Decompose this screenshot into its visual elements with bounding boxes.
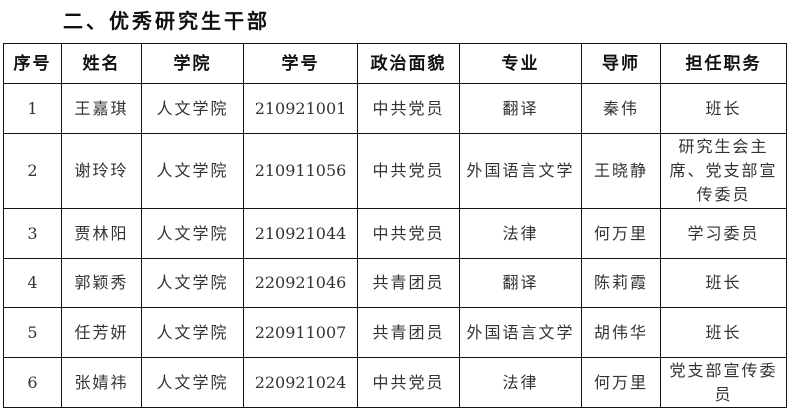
cell-college: 人文学院 — [141, 83, 244, 134]
cell-index: 6 — [3, 357, 62, 408]
cell-major: 外国语言文学 — [459, 307, 582, 358]
table-row: 5 任芳妍 人文学院 220911007 共青团员 外国语言文学 胡伟华 班长 — [3, 307, 787, 358]
cell-major: 法律 — [459, 357, 582, 408]
cell-index: 4 — [3, 258, 62, 308]
cell-name: 任芳妍 — [61, 307, 142, 358]
cell-political-status: 中共党员 — [357, 83, 460, 134]
cell-position: 班长 — [660, 258, 787, 308]
cadre-table: 序号 姓名 学院 学号 政治面貌 专业 导师 担任职务 1 王嘉琪 人文学院 210921001 中共… — [3, 43, 787, 408]
cell-name: 张婧祎 — [61, 357, 142, 408]
cell-college: 人文学院 — [141, 208, 244, 259]
cell-major: 翻译 — [459, 258, 582, 308]
cell-student-id: 220921024 — [243, 357, 358, 408]
header-index: 序号 — [3, 43, 62, 84]
cell-advisor: 何万里 — [581, 357, 661, 408]
section-title: 二、优秀研究生干部 — [63, 9, 270, 33]
cell-college: 人文学院 — [141, 133, 244, 209]
cell-student-id: 220911007 — [243, 307, 358, 358]
cell-index: 3 — [3, 208, 62, 259]
cell-college: 人文学院 — [141, 258, 244, 308]
cell-index: 2 — [3, 133, 62, 209]
header-college: 学院 — [141, 43, 244, 84]
cell-position: 研究生会主席、党支部宣传委员 — [660, 133, 787, 209]
cell-advisor: 秦伟 — [581, 83, 661, 134]
header-political-status: 政治面貌 — [357, 43, 460, 84]
cell-advisor: 何万里 — [581, 208, 661, 259]
header-advisor: 导师 — [581, 43, 661, 84]
cell-student-id: 220921046 — [243, 258, 358, 308]
table-row: 4 郭颖秀 人文学院 220921046 共青团员 翻译 陈莉霞 班长 — [3, 258, 787, 308]
header-name: 姓名 — [61, 43, 142, 84]
cell-advisor: 胡伟华 — [581, 307, 661, 358]
table-row: 3 贾林阳 人文学院 210921044 中共党员 法律 何万里 学习委员 — [3, 208, 787, 259]
cell-advisor: 陈莉霞 — [581, 258, 661, 308]
cell-political-status: 中共党员 — [357, 133, 460, 209]
cell-index: 5 — [3, 307, 62, 358]
cell-major: 法律 — [459, 208, 582, 259]
cell-student-id: 210911056 — [243, 133, 358, 209]
table-row: 1 王嘉琪 人文学院 210921001 中共党员 翻译 秦伟 班长 — [3, 83, 787, 134]
cell-position: 学习委员 — [660, 208, 787, 259]
cell-position: 班长 — [660, 83, 787, 134]
header-position: 担任职务 — [660, 43, 787, 84]
cell-college: 人文学院 — [141, 307, 244, 358]
header-row: 序号 姓名 学院 学号 政治面貌 专业 导师 担任职务 — [3, 43, 787, 84]
header-student-id: 学号 — [243, 43, 358, 84]
cell-name: 郭颖秀 — [61, 258, 142, 308]
cell-political-status: 中共党员 — [357, 208, 460, 259]
cell-index: 1 — [3, 83, 62, 134]
cell-political-status: 共青团员 — [357, 307, 460, 358]
cell-major: 外国语言文学 — [459, 133, 582, 209]
cell-position: 党支部宣传委员 — [660, 357, 787, 408]
table-row: 2 谢玲玲 人文学院 210911056 中共党员 外国语言文学 王晓静 研究生会主席、党支部… — [3, 133, 787, 209]
cell-name: 谢玲玲 — [61, 133, 142, 209]
cell-advisor: 王晓静 — [581, 133, 661, 209]
cell-name: 王嘉琪 — [61, 83, 142, 134]
cell-major: 翻译 — [459, 83, 582, 134]
cell-name: 贾林阳 — [61, 208, 142, 259]
cell-position: 班长 — [660, 307, 787, 358]
cell-political-status: 共青团员 — [357, 258, 460, 308]
cell-political-status: 中共党员 — [357, 357, 460, 408]
header-major: 专业 — [459, 43, 582, 84]
cell-college: 人文学院 — [141, 357, 244, 408]
cell-student-id: 210921044 — [243, 208, 358, 259]
table-row: 6 张婧祎 人文学院 220921024 中共党员 法律 何万里 党支部宣传委员 — [3, 357, 787, 408]
cell-student-id: 210921001 — [243, 83, 358, 134]
